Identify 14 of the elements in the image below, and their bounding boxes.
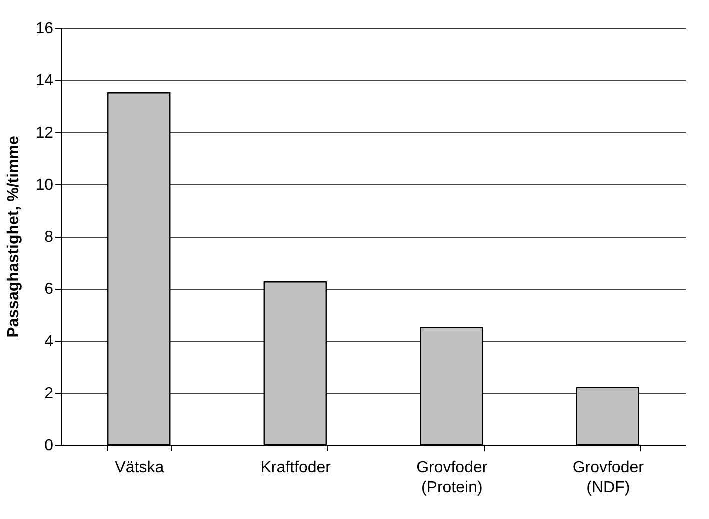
y-tick-label: 6 bbox=[44, 281, 54, 298]
x-tick-label: Grovfoder (Protein) bbox=[416, 460, 488, 496]
y-tick-label: 16 bbox=[36, 20, 54, 38]
x-tick-label: Grovfoder (NDF) bbox=[572, 460, 645, 496]
y-tick-label: 10 bbox=[36, 176, 54, 194]
y-tick-label: 12 bbox=[36, 124, 54, 142]
y-tick-label: 14 bbox=[36, 72, 54, 90]
y-axis-title: Passaghastighet, %/timme bbox=[6, 136, 23, 338]
y-tick-label: 2 bbox=[44, 385, 54, 402]
y-tick-label: 8 bbox=[44, 229, 54, 246]
y-tick-label: 4 bbox=[44, 333, 54, 350]
x-tick-label: Vätska bbox=[115, 460, 164, 476]
y-tick-label: 0 bbox=[44, 438, 54, 454]
x-tick-label: Kraftfoder bbox=[260, 460, 332, 476]
